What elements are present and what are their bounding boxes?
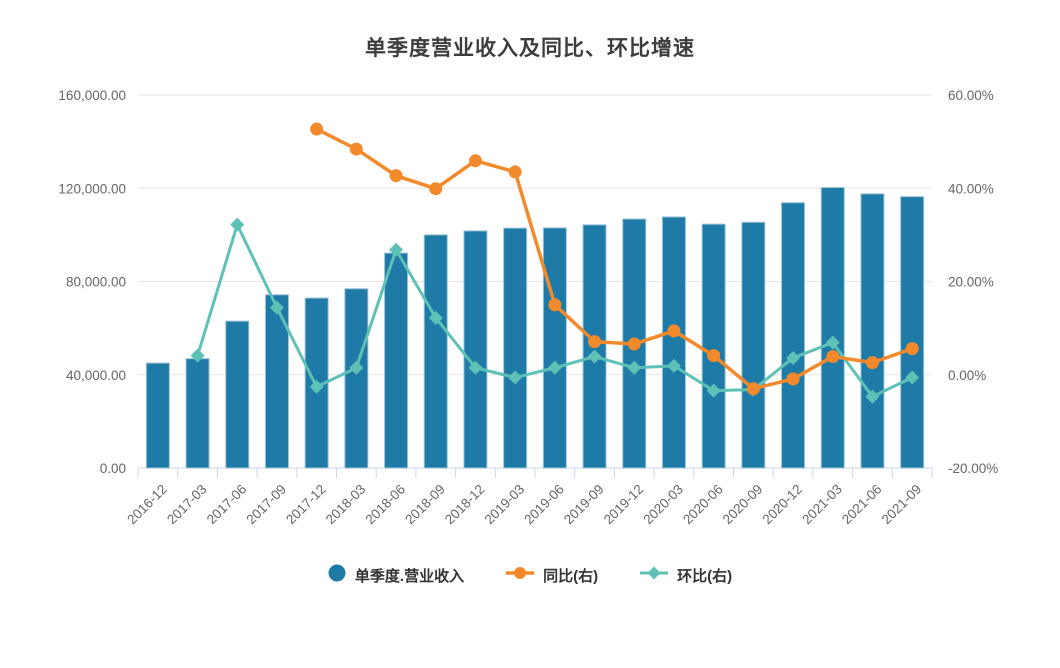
y-right-tick-label: 0.00% — [948, 368, 986, 383]
y-left-tick-label: 80,000.00 — [66, 275, 126, 290]
x-axis-label: 2017-06 — [204, 482, 250, 528]
bar-series-marker-icon — [328, 564, 346, 587]
bar-2018-06[interactable] — [384, 252, 409, 469]
yoy-point-2020-09[interactable] — [746, 382, 760, 396]
bar-2021-03[interactable] — [820, 187, 845, 469]
x-axis-label: 2020-03 — [640, 482, 686, 528]
legend-item-yoy[interactable]: 同比(右) — [506, 565, 598, 586]
yoy-point-2021-03[interactable] — [826, 350, 840, 364]
yoy-point-2018-06[interactable] — [389, 169, 403, 183]
x-axis-label: 2021-06 — [839, 482, 885, 528]
x-axis-label: 2018-09 — [402, 482, 448, 528]
legend-label-revenue: 单季度.营业收入 — [354, 568, 465, 585]
y-left-tick-label: 160,000.00 — [58, 88, 126, 103]
qoq-point-2017-09[interactable] — [269, 300, 284, 315]
qoq-point-2018-06[interactable] — [389, 242, 404, 257]
yoy-line — [314, 127, 914, 391]
yoy-point-2018-03[interactable] — [349, 142, 363, 156]
chart-legend: 单季度.营业收入 同比(右) 环比(右) — [0, 564, 1060, 587]
legend-item-qoq[interactable]: 环比(右) — [640, 565, 732, 586]
y-right-tick-label: 40.00% — [948, 181, 994, 196]
qoq-point-2019-12[interactable] — [627, 360, 642, 375]
bar-2020-06[interactable] — [701, 223, 726, 469]
yoy-point-2019-09[interactable] — [588, 335, 602, 349]
yoy-point-2020-06[interactable] — [707, 349, 721, 363]
y-left-tick-label: 0.00 — [100, 461, 126, 476]
y-right-tick-label: -20.00% — [948, 461, 998, 476]
qoq-line-marker-icon — [640, 565, 669, 586]
yoy-point-2019-12[interactable] — [627, 337, 641, 351]
y-right-tick-label: 60.00% — [948, 88, 994, 103]
qoq-point-2021-03[interactable] — [825, 335, 840, 350]
x-axis-label: 2019-12 — [601, 482, 647, 528]
x-axis-label: 2020-06 — [680, 482, 726, 528]
legend-label-yoy: 同比(右) — [543, 568, 599, 585]
qoq-point-2020-06[interactable] — [706, 383, 721, 398]
x-axis-label: 2018-12 — [442, 482, 488, 528]
qoq-point-2019-03[interactable] — [508, 370, 523, 385]
bar-2017-06[interactable] — [225, 320, 250, 469]
legend-item-revenue[interactable]: 单季度.营业收入 — [328, 564, 464, 587]
yoy-point-2017-12[interactable] — [310, 122, 324, 136]
bar-2016-12[interactable] — [145, 362, 170, 469]
qoq-point-2017-06[interactable] — [230, 217, 245, 232]
x-axis-label: 2016-12 — [124, 482, 170, 528]
yoy-point-2021-06[interactable] — [865, 356, 879, 370]
yoy-point-2020-03[interactable] — [667, 324, 681, 338]
yoy-point-2021-09[interactable] — [905, 342, 919, 356]
qoq-point-2018-12[interactable] — [468, 360, 483, 375]
yoy-line-marker-icon — [506, 565, 535, 586]
qoq-point-2017-03[interactable] — [190, 348, 205, 363]
yoy-point-2018-09[interactable] — [429, 182, 443, 196]
y-left-tick-label: 40,000.00 — [66, 368, 126, 383]
qoq-point-2021-09[interactable] — [905, 370, 920, 385]
bar-2020-03[interactable] — [661, 216, 686, 469]
qoq-point-2019-09[interactable] — [587, 349, 602, 364]
bar-2021-09[interactable] — [900, 196, 925, 469]
bar-2019-06[interactable] — [542, 227, 567, 469]
bar-2018-03[interactable] — [344, 288, 369, 469]
qoq-point-2020-03[interactable] — [666, 358, 681, 373]
yoy-point-2018-12[interactable] — [468, 154, 482, 168]
qoq-point-2018-09[interactable] — [428, 310, 443, 325]
bar-2021-06[interactable] — [860, 193, 885, 469]
x-axis-label: 2017-09 — [243, 482, 289, 528]
y-left-tick-label: 120,000.00 — [58, 181, 126, 196]
bar-2020-12[interactable] — [781, 202, 806, 469]
qoq-point-2019-06[interactable] — [547, 360, 562, 375]
legend-label-qoq: 环比(右) — [677, 568, 733, 585]
qoq-point-2017-12[interactable] — [309, 379, 324, 394]
bar-2018-09[interactable] — [423, 234, 448, 469]
x-axis-label: 2019-09 — [561, 482, 607, 528]
x-axis-label: 2021-03 — [799, 482, 845, 528]
x-axis-label: 2018-06 — [363, 482, 409, 528]
bar-2018-12[interactable] — [463, 230, 488, 469]
x-axis-label: 2017-12 — [283, 482, 329, 528]
x-axis-label: 2017-03 — [164, 482, 210, 528]
yoy-point-2019-03[interactable] — [508, 165, 522, 179]
y-right-tick-label: 20.00% — [948, 275, 994, 290]
x-axis-label: 2021-09 — [879, 482, 925, 528]
yoy-point-2020-12[interactable] — [786, 372, 800, 386]
bar-2019-03[interactable] — [503, 227, 528, 469]
bar-2020-09[interactable] — [741, 221, 766, 469]
x-axis-label: 2018-03 — [323, 482, 369, 528]
x-axis-label: 2019-06 — [521, 482, 567, 528]
x-axis-label: 2020-12 — [760, 482, 806, 528]
yoy-point-2019-06[interactable] — [548, 298, 562, 312]
bar-2017-03[interactable] — [185, 358, 210, 469]
qoq-point-2020-12[interactable] — [786, 350, 801, 365]
x-axis-label: 2019-03 — [482, 482, 528, 528]
x-axis-label: 2020-09 — [720, 482, 766, 528]
qoq-point-2018-03[interactable] — [349, 360, 364, 375]
chart-title: 单季度营业收入及同比、环比增速 — [365, 37, 695, 60]
qoq-point-2021-06[interactable] — [865, 389, 880, 404]
bar-2017-09[interactable] — [264, 294, 289, 469]
